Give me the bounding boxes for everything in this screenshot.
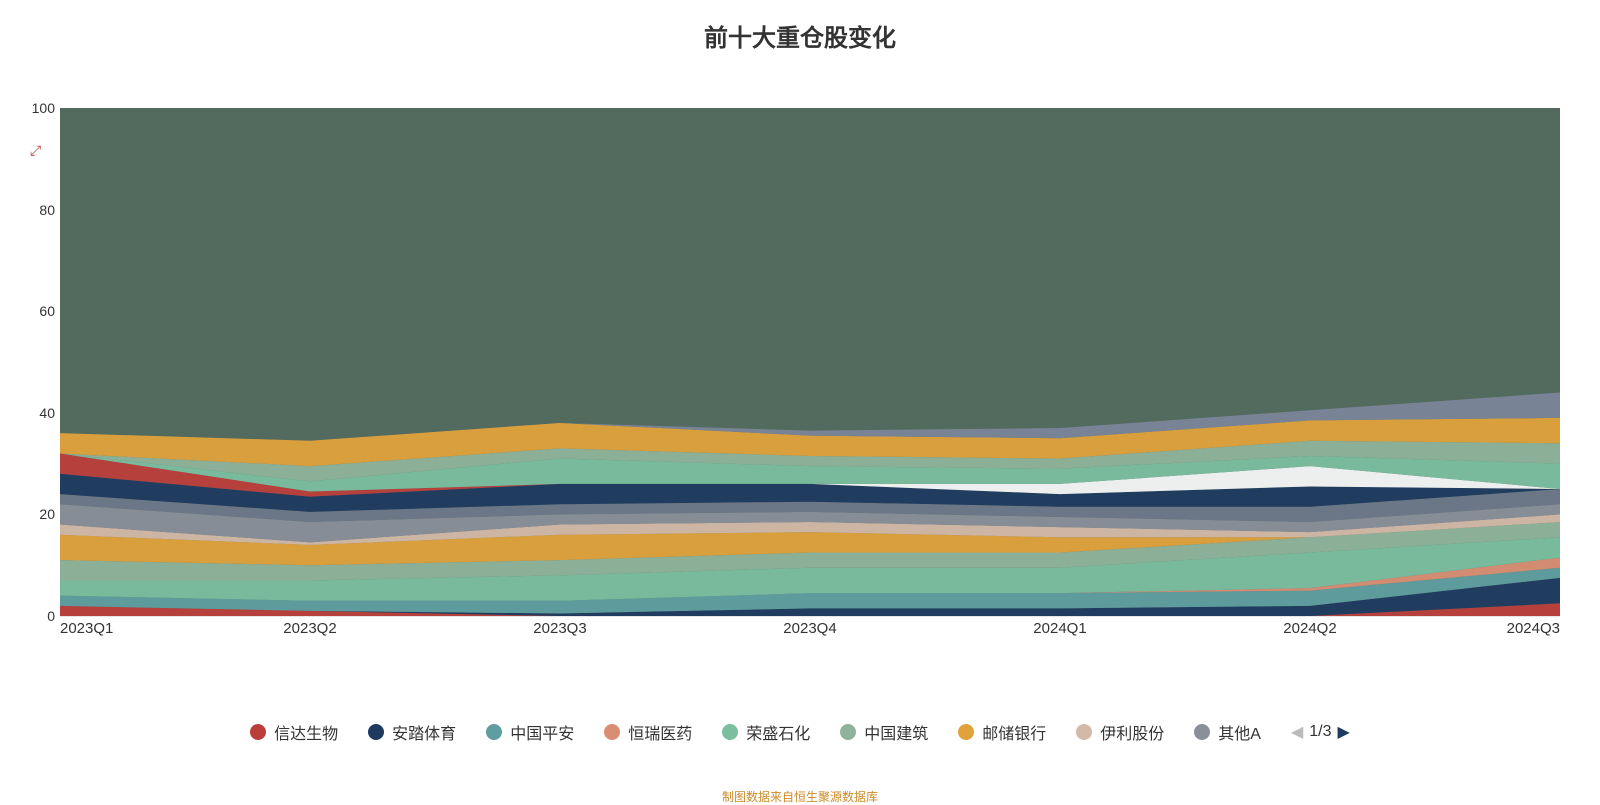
x-tick-label: 2024Q3 (1507, 620, 1560, 637)
legend-swatch (604, 724, 620, 740)
legend-item[interactable]: 其他A (1194, 720, 1261, 744)
legend-next-icon[interactable]: ▶ (1338, 722, 1350, 742)
legend: 信达生物 安踏体育 中国平安 恒瑞医药 荣盛石化 中国建筑 邮储银行 伊利股份 其他A ◀ 1/3 ▶ (0, 720, 1600, 744)
legend-swatch (1076, 724, 1092, 740)
gridline (60, 616, 1560, 617)
legend-label: 信达生物 (274, 720, 338, 744)
data-source-note: 制图数据来自恒生聚源数据库 (0, 788, 1600, 805)
legend-swatch (486, 724, 502, 740)
legend-item[interactable]: 荣盛石化 (722, 720, 810, 744)
legend-prev-icon[interactable]: ◀ (1291, 722, 1303, 742)
legend-swatch (368, 724, 384, 740)
y-tick-label: 100 (25, 100, 55, 116)
legend-label: 荣盛石化 (746, 720, 810, 744)
legend-swatch (1194, 724, 1210, 740)
y-tick-label: 60 (25, 303, 55, 319)
plot-area: 020406080100 2023Q12023Q22023Q32023Q4202… (60, 108, 1560, 616)
stacked-area-chart (60, 108, 1560, 616)
y-tick-label: 80 (25, 202, 55, 218)
legend-swatch (840, 724, 856, 740)
x-tick-label: 2023Q4 (783, 620, 836, 637)
x-tick-label: 2023Q3 (533, 620, 586, 637)
legend-swatch (722, 724, 738, 740)
y-tick-label: 20 (25, 506, 55, 522)
legend-pager: ◀ 1/3 ▶ (1291, 722, 1350, 742)
x-tick-label: 2024Q1 (1033, 620, 1086, 637)
legend-label: 中国建筑 (864, 720, 928, 744)
legend-item[interactable]: 信达生物 (250, 720, 338, 744)
legend-label: 邮储银行 (982, 720, 1046, 744)
y-tick-label: 0 (25, 608, 55, 624)
x-tick-label: 2023Q2 (283, 620, 336, 637)
x-tick-label: 2023Q1 (60, 620, 113, 637)
zoom-reset-icon[interactable]: ⤢ (30, 142, 41, 159)
legend-item[interactable]: 安踏体育 (368, 720, 456, 744)
legend-label: 安踏体育 (392, 720, 456, 744)
legend-label: 恒瑞医药 (628, 720, 692, 744)
y-tick-label: 40 (25, 405, 55, 421)
chart-title: 前十大重仓股变化 (0, 0, 1600, 53)
legend-item[interactable]: 恒瑞医药 (604, 720, 692, 744)
legend-page-indicator: 1/3 (1309, 723, 1331, 741)
x-tick-label: 2024Q2 (1283, 620, 1336, 637)
legend-label: 伊利股份 (1100, 720, 1164, 744)
legend-swatch (958, 724, 974, 740)
legend-item[interactable]: 中国平安 (486, 720, 574, 744)
legend-item[interactable]: 邮储银行 (958, 720, 1046, 744)
legend-item[interactable]: 伊利股份 (1076, 720, 1164, 744)
legend-item[interactable]: 中国建筑 (840, 720, 928, 744)
legend-label: 中国平安 (510, 720, 574, 744)
legend-swatch (250, 724, 266, 740)
legend-label: 其他A (1218, 720, 1261, 744)
